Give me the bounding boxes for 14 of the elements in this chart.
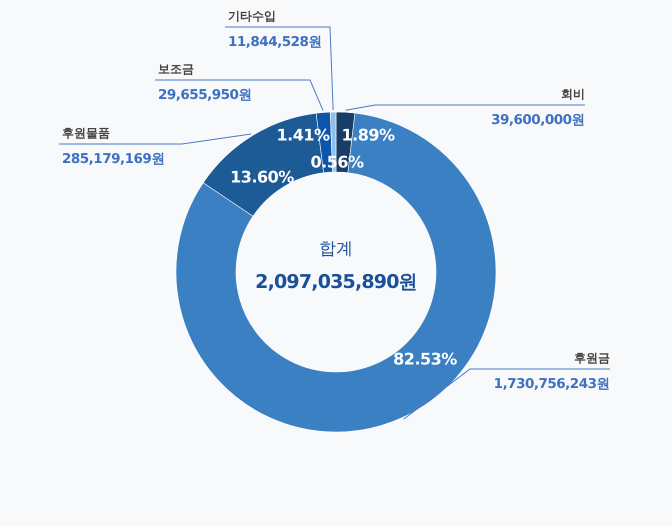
- slice-label: 회비: [561, 87, 585, 101]
- data-label: 29,655,950원: [158, 87, 252, 103]
- text: 82.53%: [393, 349, 458, 368]
- slice-label: 기타수입: [228, 9, 276, 23]
- slice-label: 보조금: [158, 62, 194, 76]
- text: 2,097,035,890원: [255, 271, 417, 293]
- data-label: 11,844,528원: [228, 34, 322, 50]
- text: 합계: [319, 239, 353, 259]
- slice-label: 후원물품: [62, 126, 110, 140]
- data-label: 285,179,169원: [62, 151, 165, 167]
- data-label: 39,600,000원: [491, 112, 585, 128]
- data-label: 1,730,756,243원: [494, 376, 610, 392]
- slice-label: 후원금: [574, 351, 610, 365]
- text: 13.60%: [230, 167, 294, 186]
